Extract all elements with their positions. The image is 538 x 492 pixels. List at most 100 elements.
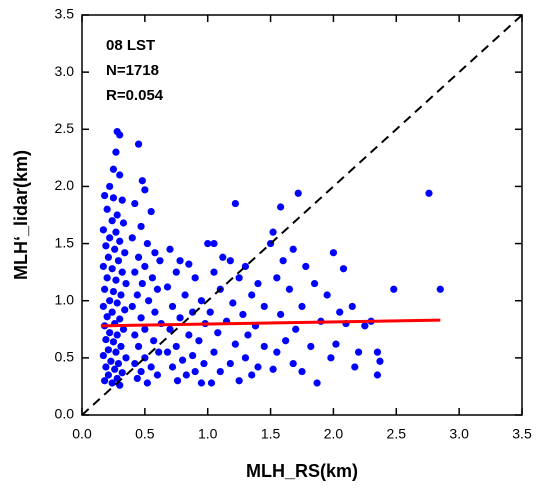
point — [113, 211, 121, 219]
point — [191, 367, 199, 376]
point — [310, 279, 319, 288]
point — [116, 131, 124, 139]
point — [137, 367, 145, 376]
point — [168, 302, 177, 311]
point — [361, 322, 369, 330]
y-tick-label: 3.0 — [55, 63, 75, 79]
point — [373, 348, 382, 356]
point — [235, 274, 243, 282]
point — [289, 245, 297, 253]
point — [153, 371, 162, 379]
point — [116, 237, 124, 245]
point — [248, 291, 256, 299]
point — [112, 148, 120, 156]
point — [307, 342, 315, 351]
point — [102, 242, 110, 250]
point — [151, 308, 159, 316]
point — [104, 346, 112, 354]
point — [181, 291, 189, 299]
point — [219, 253, 227, 261]
point — [112, 348, 120, 356]
point — [289, 359, 297, 368]
point — [166, 325, 174, 333]
point — [282, 337, 290, 345]
point — [112, 228, 120, 236]
point — [279, 257, 287, 265]
point — [235, 377, 243, 385]
point — [131, 359, 139, 368]
x-tick-label: 3.0 — [449, 426, 469, 442]
point — [143, 379, 151, 387]
point — [108, 379, 116, 387]
point — [106, 182, 114, 191]
point — [231, 199, 239, 208]
point — [104, 371, 112, 379]
point — [182, 371, 190, 379]
point — [173, 377, 182, 385]
point — [329, 249, 338, 257]
point — [254, 363, 262, 371]
point — [116, 315, 124, 323]
plot-frame — [81, 14, 523, 416]
point — [147, 207, 155, 216]
annotation: R=0.054 — [106, 87, 164, 104]
annotation: 08 LST — [106, 37, 155, 54]
point — [229, 299, 237, 307]
x-tick-label: 2.5 — [387, 426, 407, 442]
point — [134, 342, 143, 351]
point — [210, 239, 218, 248]
point — [134, 253, 143, 261]
point — [121, 306, 129, 314]
point — [101, 191, 109, 200]
point — [128, 302, 136, 311]
point — [226, 359, 234, 368]
point — [207, 379, 216, 387]
point — [156, 257, 164, 265]
point — [269, 365, 277, 373]
y-tick-label: 0.5 — [55, 349, 75, 365]
point — [214, 329, 222, 337]
point — [185, 331, 193, 339]
point — [195, 337, 203, 345]
point — [210, 268, 218, 276]
point — [109, 287, 118, 296]
point — [109, 338, 118, 346]
y-tick-label: 1.0 — [55, 291, 75, 307]
point — [210, 348, 218, 356]
point — [145, 297, 153, 305]
point — [277, 310, 285, 319]
point — [119, 325, 128, 333]
point — [117, 342, 125, 351]
point — [197, 297, 206, 305]
point — [269, 228, 277, 236]
point — [155, 348, 163, 356]
point — [107, 357, 115, 365]
point — [273, 348, 281, 356]
point — [141, 262, 149, 271]
point — [109, 165, 118, 173]
point — [298, 302, 306, 311]
point — [108, 217, 116, 225]
point — [137, 222, 145, 231]
point — [197, 379, 206, 387]
point — [117, 291, 125, 299]
point — [103, 274, 111, 282]
point — [336, 308, 344, 316]
point — [118, 268, 126, 276]
x-tick-label: 0.0 — [72, 426, 92, 442]
y-tick-label: 0.0 — [55, 406, 75, 422]
fit-line — [100, 318, 441, 328]
point — [128, 234, 136, 242]
point — [106, 297, 114, 305]
point — [277, 203, 285, 211]
point — [109, 194, 118, 202]
point — [248, 371, 256, 379]
point — [99, 351, 107, 360]
point — [113, 299, 121, 307]
point — [103, 205, 111, 213]
point — [138, 177, 146, 185]
y-tick-label: 3.5 — [55, 6, 75, 22]
point — [114, 257, 123, 265]
point — [231, 340, 239, 348]
